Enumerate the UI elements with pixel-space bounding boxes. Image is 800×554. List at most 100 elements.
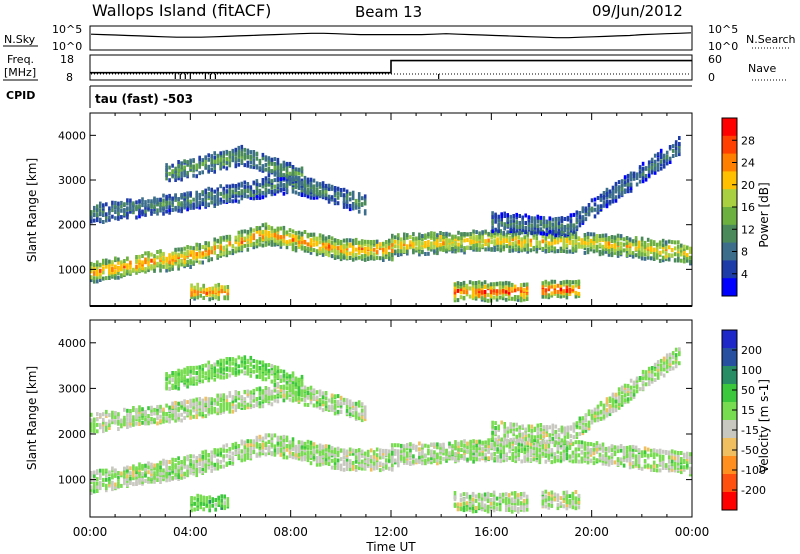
range-cell <box>171 163 174 168</box>
range-cell <box>345 461 349 466</box>
range-cell <box>150 211 153 216</box>
range-cell <box>523 455 526 460</box>
range-cell <box>186 207 189 212</box>
colorbar-tick-label: 4 <box>741 268 748 281</box>
range-cell <box>228 184 232 189</box>
range-cell <box>661 238 665 243</box>
range-cell <box>168 413 171 418</box>
range-cell <box>412 443 415 448</box>
range-cell <box>189 245 192 250</box>
range-cell <box>532 449 536 454</box>
range-cell <box>601 244 605 249</box>
range-cell <box>516 297 520 302</box>
range-cell <box>497 229 500 234</box>
range-cell <box>400 454 403 459</box>
range-cell <box>327 444 331 449</box>
range-cell <box>348 256 352 260</box>
range-cell <box>617 185 621 190</box>
range-cell <box>162 407 165 412</box>
range-cell <box>584 217 588 222</box>
range-cell <box>634 238 638 243</box>
range-cell <box>159 404 162 409</box>
range-cell <box>234 156 238 161</box>
range-cell <box>264 193 268 198</box>
range-cell <box>327 458 331 463</box>
range-cell <box>656 157 660 162</box>
range-cell <box>216 448 219 453</box>
range-cell <box>219 191 222 196</box>
range-cell <box>460 248 463 253</box>
range-cell <box>677 464 680 469</box>
range-cell <box>120 471 123 476</box>
range-cell <box>156 202 159 207</box>
range-cell <box>261 442 265 447</box>
range-cell <box>240 181 244 186</box>
range-cell <box>306 403 310 407</box>
range-cell <box>629 182 633 187</box>
range-cell <box>643 459 647 463</box>
range-cell <box>532 443 536 448</box>
range-cell <box>572 223 576 228</box>
range-cell <box>255 452 259 457</box>
range-cell <box>511 232 514 237</box>
range-cell <box>282 442 286 447</box>
range-cell <box>231 251 235 256</box>
range-cell <box>673 452 677 457</box>
range-cell <box>249 400 253 405</box>
range-cell <box>502 440 505 445</box>
range-cell <box>195 252 198 257</box>
range-cell <box>249 234 253 239</box>
range-cell <box>129 412 132 417</box>
range-cell <box>288 161 292 166</box>
range-cell <box>273 448 277 453</box>
range-cell <box>156 200 159 205</box>
range-cell <box>379 448 382 453</box>
range-cell <box>111 214 114 219</box>
range-cell <box>228 163 232 168</box>
range-cell <box>231 183 235 188</box>
range-cell <box>535 244 539 248</box>
range-cell <box>520 247 523 252</box>
range-cell <box>168 171 171 176</box>
range-cell <box>673 258 677 263</box>
range-cell <box>518 221 521 225</box>
range-cell <box>198 200 201 205</box>
range-cell <box>147 199 150 204</box>
range-cell <box>138 480 141 485</box>
range-cell <box>294 231 298 236</box>
range-cell <box>641 172 645 176</box>
range-cell <box>616 462 620 467</box>
range-cell <box>123 418 126 422</box>
range-cell <box>186 454 189 459</box>
range-cell <box>249 242 253 247</box>
range-cell <box>282 186 286 191</box>
range-cell <box>662 163 666 168</box>
range-cell <box>321 444 325 449</box>
range-cell <box>403 232 406 237</box>
range-cell <box>551 228 555 233</box>
range-cell <box>557 224 561 229</box>
range-cell <box>400 245 403 250</box>
range-cell <box>300 454 304 459</box>
range-cell <box>246 163 250 168</box>
range-cell <box>126 417 129 422</box>
range-cell <box>677 454 680 459</box>
range-cell <box>412 248 415 253</box>
range-cell <box>518 224 521 229</box>
range-cell <box>336 249 340 254</box>
range-cell <box>586 441 590 446</box>
range-cell <box>571 280 575 285</box>
range-cell <box>565 292 569 297</box>
range-cell <box>111 468 114 473</box>
range-cell <box>222 161 225 166</box>
range-cell <box>493 452 496 456</box>
range-cell <box>144 267 147 272</box>
range-cell <box>144 479 147 483</box>
range-cell <box>162 202 165 207</box>
range-cell <box>315 240 319 245</box>
range-cell <box>518 231 521 236</box>
range-cell <box>180 466 183 471</box>
range-cell <box>357 255 361 260</box>
range-cell <box>264 182 268 187</box>
range-cell <box>668 160 672 164</box>
